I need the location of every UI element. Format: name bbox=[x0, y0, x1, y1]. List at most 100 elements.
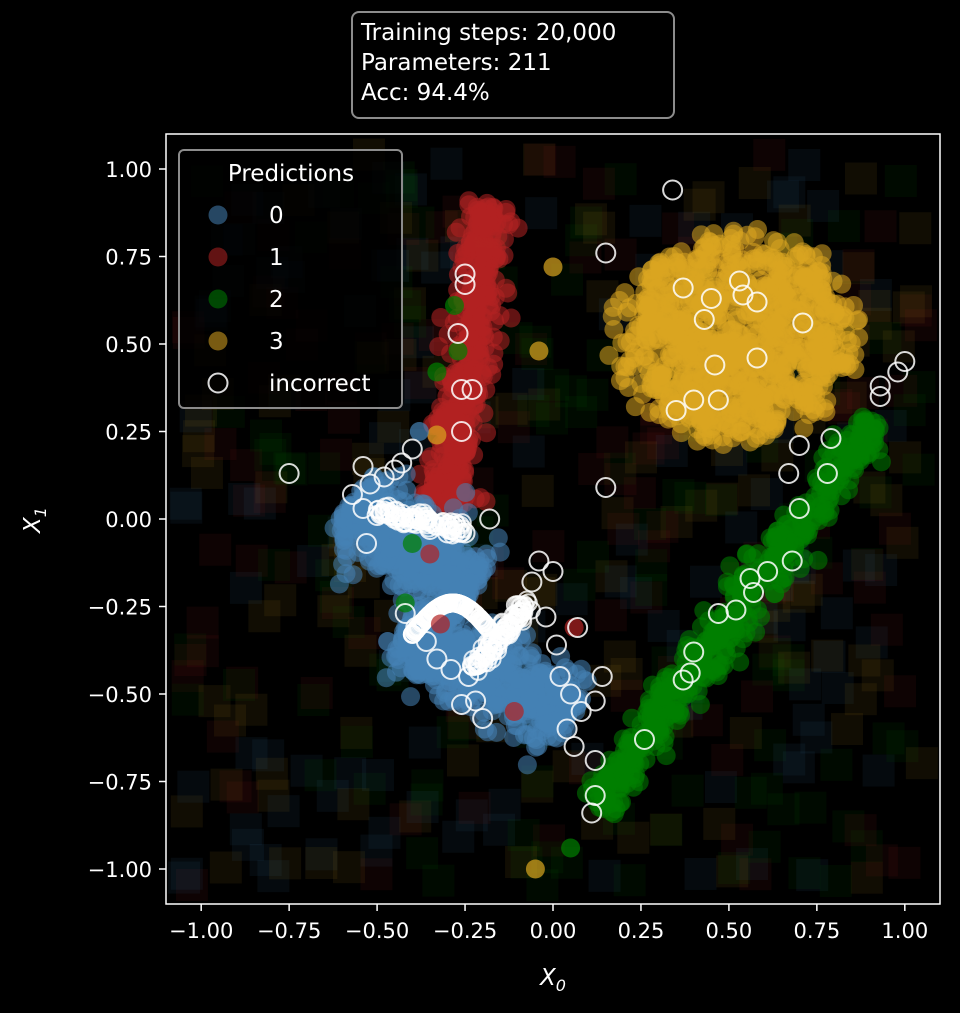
noise-square bbox=[884, 165, 917, 198]
cluster-point bbox=[820, 488, 840, 508]
noise-square bbox=[233, 484, 266, 517]
cluster-point bbox=[478, 722, 498, 742]
noise-square bbox=[629, 204, 662, 237]
misc-point bbox=[420, 544, 440, 564]
cluster-point bbox=[748, 219, 768, 239]
noise-square bbox=[235, 693, 268, 726]
misc-point bbox=[525, 859, 545, 879]
misc-point bbox=[561, 838, 581, 858]
noise-square bbox=[861, 659, 894, 692]
incorrect-point bbox=[700, 288, 722, 309]
cluster-point bbox=[473, 317, 493, 337]
noise-square bbox=[576, 540, 609, 573]
misc-point bbox=[430, 614, 450, 634]
incorrect-point bbox=[549, 666, 571, 687]
noise-square bbox=[340, 716, 373, 749]
noise-square bbox=[565, 396, 598, 429]
cluster-point bbox=[825, 303, 845, 323]
noise-square bbox=[360, 834, 393, 867]
noise-square bbox=[257, 779, 290, 812]
incorrect-point bbox=[570, 701, 592, 722]
incorrect-point bbox=[415, 631, 437, 652]
incorrect-point bbox=[391, 452, 413, 474]
noise-square bbox=[206, 720, 239, 753]
noise-square bbox=[610, 657, 643, 690]
noise-square bbox=[859, 476, 892, 509]
legend-label: 1 bbox=[269, 245, 284, 271]
noise-square bbox=[583, 211, 616, 244]
noise-square bbox=[408, 726, 441, 759]
noise-square bbox=[685, 489, 718, 522]
incorrect-point bbox=[563, 736, 585, 757]
noise-square bbox=[888, 846, 921, 879]
noise-square bbox=[882, 330, 915, 363]
noise-square bbox=[711, 743, 744, 776]
cluster-point bbox=[509, 669, 529, 689]
cluster-point bbox=[643, 700, 663, 720]
cluster-point bbox=[685, 396, 705, 416]
legend: Predictions 0 1 2 3 incorrect bbox=[178, 149, 403, 409]
noise-square bbox=[892, 291, 925, 324]
noise-square bbox=[522, 143, 555, 176]
noise-square bbox=[634, 507, 667, 540]
incorrect-point bbox=[466, 605, 486, 625]
noise-square bbox=[766, 180, 799, 213]
noise-square bbox=[752, 653, 785, 686]
noise-square bbox=[684, 857, 717, 890]
cluster-point bbox=[477, 423, 497, 443]
noise-square bbox=[886, 526, 919, 559]
cluster-point bbox=[774, 540, 794, 560]
cluster-point bbox=[333, 554, 353, 574]
noise-square bbox=[844, 683, 877, 716]
cluster-point bbox=[799, 393, 819, 413]
cluster-point bbox=[847, 311, 867, 331]
incorrect-point bbox=[474, 647, 494, 667]
cluster-point bbox=[519, 690, 539, 710]
incorrect-point bbox=[448, 594, 468, 614]
y-tick-label: −0.50 bbox=[88, 683, 152, 707]
noise-square bbox=[623, 477, 656, 510]
incorrect-point bbox=[581, 802, 603, 824]
noise-square bbox=[308, 452, 341, 485]
noise-square bbox=[198, 685, 231, 718]
cluster-point bbox=[448, 243, 468, 263]
noise-square bbox=[337, 788, 370, 821]
incorrect-point bbox=[788, 435, 810, 456]
cluster-point bbox=[826, 339, 846, 359]
cluster-point bbox=[671, 374, 691, 394]
incorrect-point bbox=[542, 561, 564, 582]
legend-marker bbox=[207, 372, 229, 394]
legend-marker bbox=[208, 247, 228, 267]
noise-square bbox=[186, 606, 219, 639]
y-tick-label: 1.00 bbox=[105, 158, 152, 182]
noise-square bbox=[563, 568, 596, 601]
noise-square bbox=[186, 635, 219, 668]
incorrect-point bbox=[820, 428, 842, 449]
noise-square bbox=[870, 484, 903, 517]
x-axis-label: X0 bbox=[539, 965, 566, 995]
noise-square bbox=[209, 851, 242, 884]
cluster-point bbox=[746, 622, 766, 642]
cluster-point bbox=[604, 320, 624, 340]
noise-square bbox=[406, 837, 439, 870]
incorrect-point bbox=[451, 694, 473, 715]
noise-square bbox=[235, 544, 268, 577]
misc-point bbox=[529, 341, 549, 361]
noise-square bbox=[578, 453, 611, 486]
noise-square bbox=[748, 830, 781, 863]
noise-square bbox=[168, 861, 201, 894]
cluster-point bbox=[740, 302, 760, 322]
noise-square bbox=[169, 487, 202, 520]
noise-square bbox=[889, 441, 922, 474]
incorrect-point bbox=[816, 463, 838, 484]
incorrect-point bbox=[535, 606, 557, 628]
cluster-point bbox=[442, 565, 462, 585]
incorrect-point bbox=[521, 571, 543, 593]
incorrect-point bbox=[451, 421, 473, 442]
noise-square bbox=[750, 772, 783, 805]
cluster-point bbox=[656, 286, 676, 306]
noise-square bbox=[773, 609, 806, 642]
noise-square bbox=[759, 637, 792, 670]
noise-square bbox=[683, 188, 716, 221]
cluster-point bbox=[721, 404, 741, 424]
